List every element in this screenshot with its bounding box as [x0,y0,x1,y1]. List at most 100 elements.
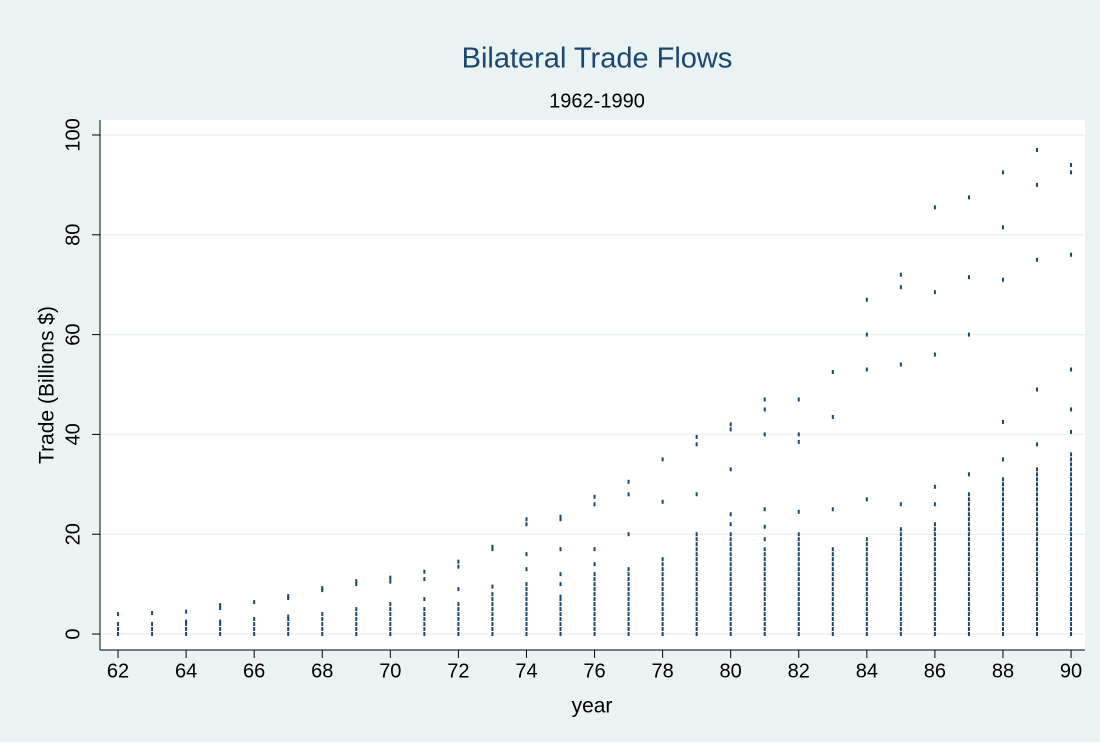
point [661,577,664,582]
point [797,557,800,562]
point [1036,552,1039,557]
point [933,542,936,547]
x-tick-label: 70 [379,660,401,682]
point [967,332,970,337]
point [1001,419,1004,424]
point [559,594,562,599]
point [899,285,902,290]
point [933,552,936,557]
point [1001,170,1004,175]
point [559,514,562,519]
x-tick-label: 62 [107,660,129,682]
point [933,352,936,357]
point [1070,552,1073,557]
point [967,542,970,547]
point [729,557,732,562]
point [695,537,698,542]
point [355,617,358,622]
point [729,547,732,552]
point [661,562,664,567]
point [1070,592,1073,597]
x-tick-label: 90 [1060,660,1082,682]
point [831,607,834,612]
point [933,562,936,567]
point [355,632,358,637]
point [967,275,970,280]
point [457,622,460,627]
point [1036,482,1039,487]
point [219,622,222,627]
point [1036,542,1039,547]
point [1036,632,1039,637]
point [661,572,664,577]
point [831,577,834,582]
point [593,627,596,632]
point [967,627,970,632]
point [933,622,936,627]
point [1036,587,1039,592]
point [423,612,426,617]
point [1070,407,1073,412]
point [797,622,800,627]
point [797,532,800,537]
point [1070,170,1073,175]
point [967,597,970,602]
point [899,622,902,627]
point [967,632,970,637]
point [389,632,392,637]
point [457,632,460,637]
point [525,552,528,557]
point [865,617,868,622]
point [933,527,936,532]
point [899,562,902,567]
point [695,557,698,562]
point [491,612,494,617]
point [627,612,630,617]
point [1036,387,1039,392]
point [729,567,732,572]
x-tick-label: 68 [311,660,333,682]
point [967,492,970,497]
point [661,597,664,602]
point [423,569,426,574]
point [797,509,800,514]
point [525,567,528,572]
point [627,592,630,597]
point [627,607,630,612]
point [797,552,800,557]
point [865,332,868,337]
x-tick-label: 88 [992,660,1014,682]
point [389,602,392,607]
point [1070,502,1073,507]
point [1001,617,1004,622]
point [933,602,936,607]
point [899,362,902,367]
point [593,622,596,627]
point [1036,622,1039,627]
point [695,542,698,547]
point [661,582,664,587]
point [1036,547,1039,552]
point [967,617,970,622]
point [729,617,732,622]
x-tick-label: 76 [583,660,605,682]
point [729,577,732,582]
point [797,582,800,587]
point [865,622,868,627]
point [1070,537,1073,542]
point [831,370,834,375]
point [831,622,834,627]
point [1070,622,1073,627]
point [763,407,766,412]
point [933,567,936,572]
point [559,572,562,577]
point [355,579,358,584]
point [967,472,970,477]
point [695,607,698,612]
point [1036,627,1039,632]
point [695,622,698,627]
point [695,567,698,572]
point [695,597,698,602]
point [729,612,732,617]
point [763,587,766,592]
